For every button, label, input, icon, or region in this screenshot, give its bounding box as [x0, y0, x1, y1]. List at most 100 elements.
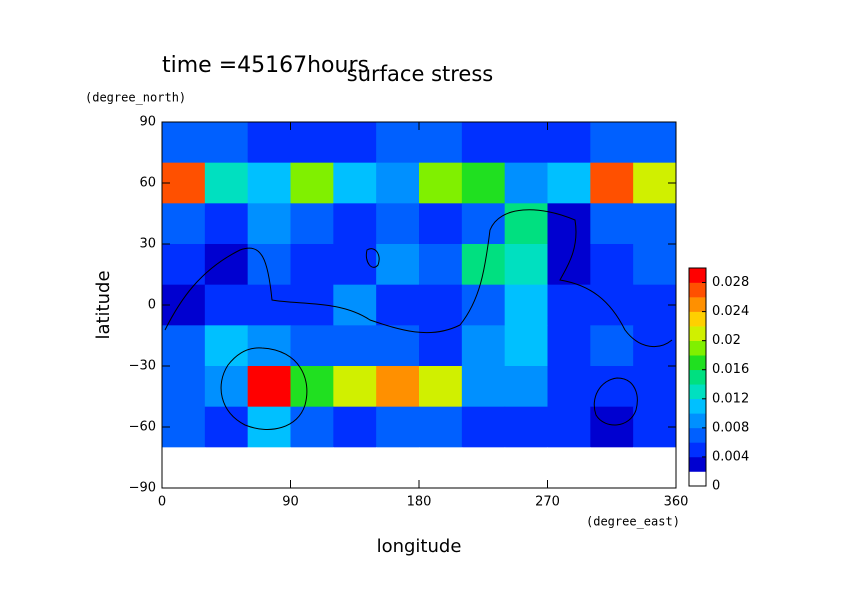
x-axis-label: longitude	[377, 536, 462, 557]
x-tick-label: 270	[535, 495, 560, 510]
cell	[333, 122, 377, 164]
colorbar-label: 0.016	[712, 362, 749, 377]
y-tick-label: 0	[148, 298, 156, 313]
cell	[290, 447, 334, 489]
cell	[419, 162, 463, 204]
cell	[376, 447, 420, 489]
cell	[461, 122, 506, 164]
colorbar-band	[689, 427, 706, 443]
cell	[547, 244, 591, 286]
cell	[333, 325, 377, 367]
cell	[247, 325, 291, 367]
y-axis-label: latitude	[93, 270, 114, 339]
cell	[247, 366, 291, 408]
colorbar-band	[689, 369, 706, 385]
colorbar-label: 0	[712, 479, 720, 494]
y-tick-label: 30	[139, 237, 156, 252]
colorbar-band	[689, 471, 706, 487]
cell	[547, 325, 591, 367]
cell	[204, 366, 249, 408]
cell	[419, 284, 463, 326]
y-tick-label: 90	[139, 115, 156, 130]
cell	[547, 366, 591, 408]
coastline	[164, 209, 673, 348]
cell	[419, 406, 463, 448]
cell	[333, 203, 377, 245]
cell	[504, 447, 548, 489]
cell	[376, 366, 420, 408]
cell	[376, 162, 420, 204]
y-tick-label: −90	[129, 481, 156, 496]
cell	[290, 366, 334, 408]
cell	[504, 325, 548, 367]
cell	[376, 406, 420, 448]
cell	[461, 244, 506, 286]
x-tick-label: 360	[664, 495, 689, 510]
y-tick-label: −60	[129, 420, 156, 435]
cell	[204, 122, 249, 164]
cell	[547, 406, 591, 448]
cell	[204, 244, 249, 286]
cell	[333, 162, 377, 204]
colorbar-band	[689, 384, 706, 400]
cell	[247, 122, 291, 164]
cell	[333, 366, 377, 408]
coastline	[365, 248, 380, 268]
colorbar-band	[689, 268, 706, 283]
cell	[461, 406, 506, 448]
cell	[247, 203, 291, 245]
colorbar-band	[689, 311, 706, 327]
x-unit: (degree_east)	[586, 515, 680, 529]
colorbar-band	[689, 398, 706, 414]
cell	[590, 284, 634, 326]
cell	[590, 366, 634, 408]
cell	[162, 244, 206, 286]
colorbar-label: 0.024	[712, 304, 749, 319]
cell	[504, 406, 548, 448]
cell	[547, 162, 591, 204]
cell	[162, 325, 206, 367]
colorbar-label: 0.028	[712, 275, 749, 290]
cell	[419, 447, 463, 489]
cell	[633, 244, 677, 286]
cell	[162, 366, 206, 408]
colorbar-band	[689, 340, 706, 356]
cell	[204, 447, 249, 489]
cell	[204, 325, 249, 367]
cell	[333, 244, 377, 286]
cell	[547, 284, 591, 326]
colorbar-band	[689, 442, 706, 458]
cell	[461, 325, 506, 367]
cell	[633, 325, 677, 367]
cell	[633, 366, 677, 408]
colorbar-band	[689, 297, 706, 312]
cell	[461, 162, 506, 204]
cell	[633, 203, 677, 245]
y-tick-label: 60	[139, 176, 156, 191]
cell	[204, 406, 249, 448]
cell	[376, 284, 420, 326]
y-tick-label: −30	[129, 359, 156, 374]
colorbar-label: 0.02	[712, 333, 741, 348]
cell	[333, 284, 377, 326]
cell	[162, 203, 206, 245]
cell	[290, 406, 334, 448]
colorbar-label: 0.012	[712, 391, 749, 406]
coastlines	[164, 209, 673, 430]
cell	[461, 366, 506, 408]
cell	[504, 244, 548, 286]
cell	[590, 162, 634, 204]
cell	[376, 325, 420, 367]
cell	[333, 447, 377, 489]
cell	[590, 447, 634, 489]
cell	[461, 203, 506, 245]
cell	[290, 122, 334, 164]
cell	[204, 203, 249, 245]
cell	[461, 447, 506, 489]
cell	[590, 244, 634, 286]
cell	[633, 122, 677, 164]
cell	[247, 162, 291, 204]
cell	[162, 447, 206, 489]
time-label: time =45167hours	[162, 53, 369, 78]
